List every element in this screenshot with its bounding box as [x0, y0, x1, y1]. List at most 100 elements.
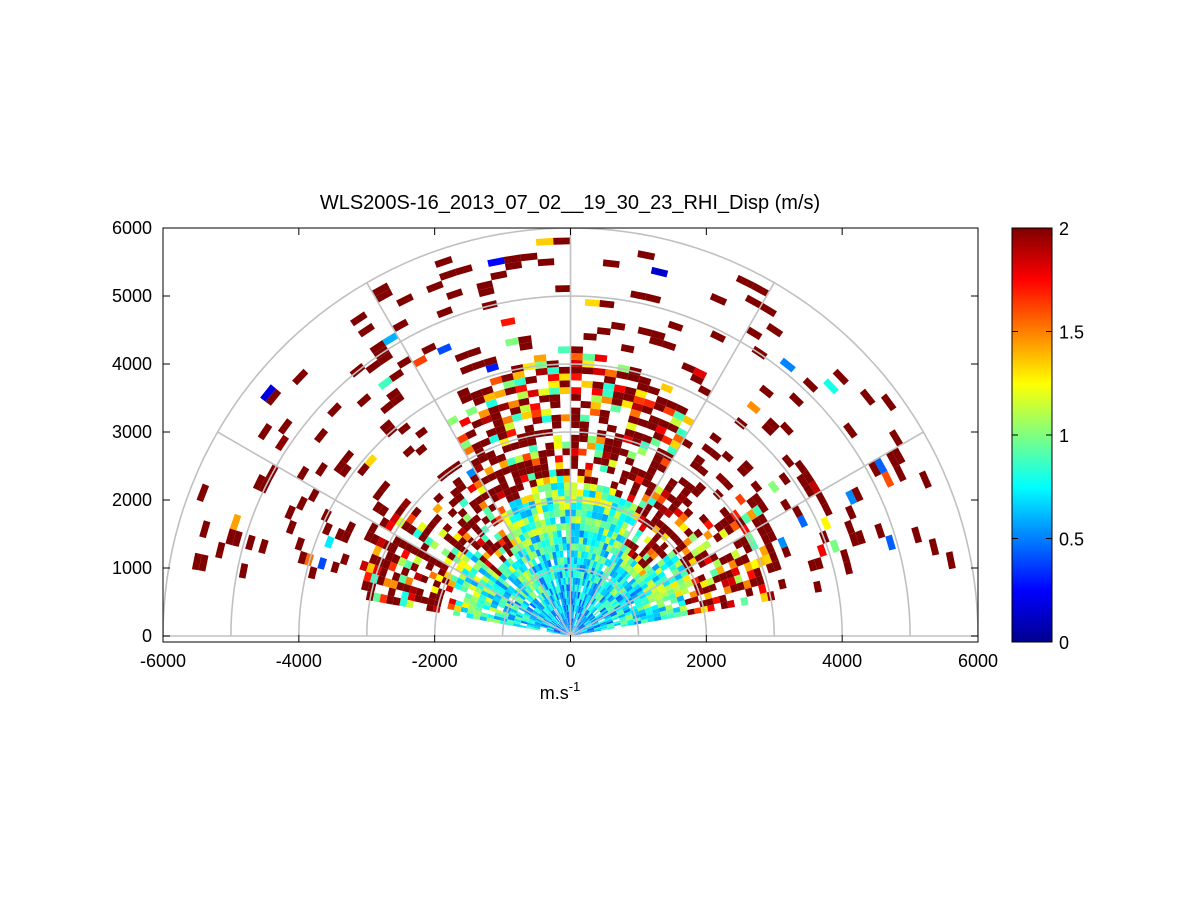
data-cell	[715, 472, 728, 485]
data-cell	[427, 598, 436, 606]
data-cell	[491, 572, 500, 580]
data-cell	[682, 574, 692, 583]
data-cell	[500, 373, 514, 383]
data-cell	[606, 466, 616, 475]
data-cell	[229, 513, 242, 531]
data-cell	[470, 389, 484, 400]
data-cell	[459, 439, 472, 450]
data-cell	[502, 570, 510, 579]
data-cell	[454, 492, 465, 503]
data-cell	[536, 505, 544, 514]
data-cell	[550, 572, 556, 581]
data-cell	[678, 600, 686, 607]
data-cell	[612, 439, 623, 449]
data-cell	[576, 621, 582, 628]
data-cell	[703, 530, 713, 541]
data-cell	[376, 536, 387, 549]
data-cell	[594, 584, 600, 592]
data-cell	[609, 610, 617, 616]
data-cell	[709, 432, 722, 444]
data-cell	[537, 604, 544, 611]
data-cell	[570, 373, 582, 381]
data-cell	[425, 561, 435, 572]
data-cell	[519, 624, 527, 629]
data-cell	[531, 591, 538, 598]
data-cell	[562, 591, 566, 599]
data-cell	[485, 427, 498, 438]
data-cell	[709, 449, 722, 461]
data-cell	[606, 424, 617, 433]
data-cell	[554, 600, 559, 608]
data-cell	[520, 620, 528, 625]
data-cell	[517, 335, 532, 344]
data-cell	[550, 482, 558, 491]
data-cell	[492, 618, 501, 624]
data-cell	[557, 489, 565, 497]
data-cell	[558, 543, 563, 552]
data-cell	[466, 613, 474, 619]
data-cell	[658, 587, 667, 594]
y-tick-label: 1000	[112, 558, 152, 578]
data-cell	[618, 568, 626, 576]
data-cell	[702, 585, 711, 594]
data-cell	[544, 539, 551, 547]
data-cell	[578, 448, 587, 456]
data-cell	[586, 612, 592, 618]
data-cell	[583, 601, 589, 609]
data-cell	[548, 573, 553, 581]
data-cell	[667, 550, 677, 559]
data-cell	[788, 392, 804, 408]
data-cell	[509, 515, 518, 524]
data-cell	[509, 406, 522, 416]
data-cell	[540, 408, 552, 417]
data-cell	[555, 462, 564, 470]
data-cell	[549, 612, 555, 618]
data-cell	[573, 550, 578, 558]
data-cell	[583, 609, 589, 616]
data-cell	[613, 525, 621, 534]
data-cell	[466, 483, 478, 494]
data-cell	[616, 370, 629, 380]
data-cell	[586, 580, 591, 588]
data-cell	[535, 478, 544, 486]
data-cell	[596, 547, 603, 556]
data-cell	[563, 612, 566, 620]
data-cell	[594, 491, 603, 500]
data-cell	[553, 630, 561, 634]
data-cell	[334, 527, 346, 541]
data-cell	[485, 450, 497, 460]
data-cell	[588, 614, 595, 621]
data-cell	[814, 557, 824, 570]
data-cell	[712, 596, 721, 605]
data-cell	[590, 553, 597, 561]
data-cell	[550, 524, 557, 532]
data-cell	[636, 382, 650, 393]
data-cell	[650, 515, 660, 525]
data-cell	[553, 632, 560, 635]
data-cell	[584, 299, 600, 307]
data-cell	[498, 546, 506, 555]
data-cell	[526, 626, 534, 630]
data-cell	[563, 482, 571, 490]
data-cell	[601, 610, 609, 616]
data-cell	[638, 549, 647, 558]
data-cell	[536, 618, 543, 623]
x-axis-label: m.s-1	[540, 679, 581, 703]
data-cell	[538, 533, 545, 542]
data-cell	[615, 606, 623, 613]
data-cell	[803, 484, 816, 498]
data-cell	[421, 342, 437, 355]
data-cell	[558, 366, 571, 374]
data-cell	[553, 434, 562, 443]
data-cell	[756, 525, 767, 537]
data-cell	[416, 521, 428, 533]
data-cell	[619, 535, 627, 545]
data-cell	[514, 618, 522, 623]
data-cell	[579, 523, 586, 531]
data-cell	[477, 453, 489, 464]
data-cell	[623, 554, 631, 563]
data-cell	[606, 494, 615, 503]
data-cell	[498, 459, 509, 469]
data-cell	[667, 477, 678, 488]
data-cell	[587, 612, 593, 619]
